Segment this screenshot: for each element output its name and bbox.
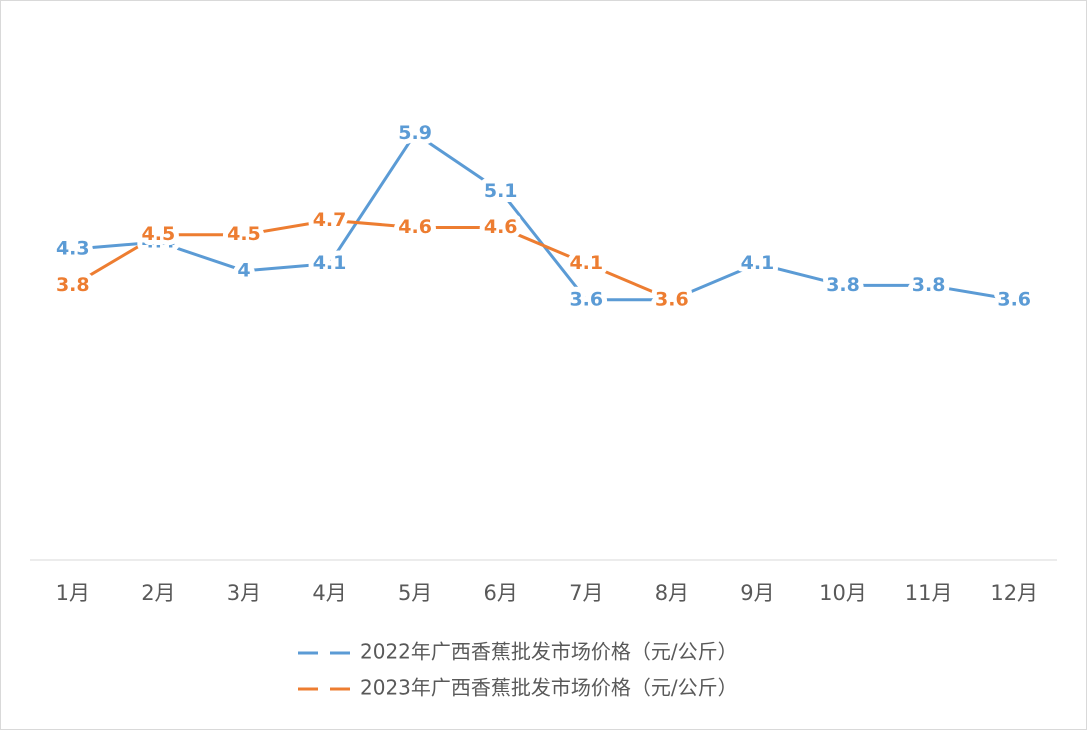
data-label: 3.8 [826,274,860,296]
data-label: 5.9 [398,122,432,144]
data-label: 5.1 [484,180,518,202]
x-tick-label: 11月 [905,581,953,605]
data-label: 4.1 [569,252,603,274]
data-label: 4.5 [142,223,176,245]
data-label: 3.6 [655,288,689,310]
data-label: 4.5 [227,223,261,245]
data-label: 4.6 [398,216,432,238]
data-label: 4.3 [56,238,90,260]
series-line [72,218,673,302]
x-tick-label: 1月 [56,581,90,605]
x-tick-label: 2月 [141,581,175,605]
legend-label: 2022年广西香蕉批发市场价格（元/公斤） [360,640,738,664]
data-label: 4.7 [313,209,347,231]
x-tick-label: 3月 [227,581,261,605]
data-label: 4.4 [142,230,176,252]
x-tick-label: 12月 [990,581,1038,605]
legend-label: 2023年广西香蕉批发市场价格（元/公斤） [360,676,738,700]
x-tick-label: 8月 [655,581,689,605]
data-label: 3.8 [56,274,90,296]
x-tick-label: 4月 [312,581,346,605]
data-label: 4.6 [484,216,518,238]
data-label: 3.6 [655,288,689,310]
x-tick-label: 7月 [569,581,603,605]
data-label: 3.6 [997,288,1031,310]
data-label: 4 [237,259,250,281]
x-tick-label: 5月 [398,581,432,605]
x-tick-label: 6月 [484,581,518,605]
data-label: 4.1 [313,252,347,274]
data-label: 4.1 [741,252,775,274]
x-tick-label: 10月 [819,581,867,605]
data-label: 3.8 [912,274,946,296]
x-tick-label: 9月 [740,581,774,605]
data-label: 3.6 [569,288,603,310]
